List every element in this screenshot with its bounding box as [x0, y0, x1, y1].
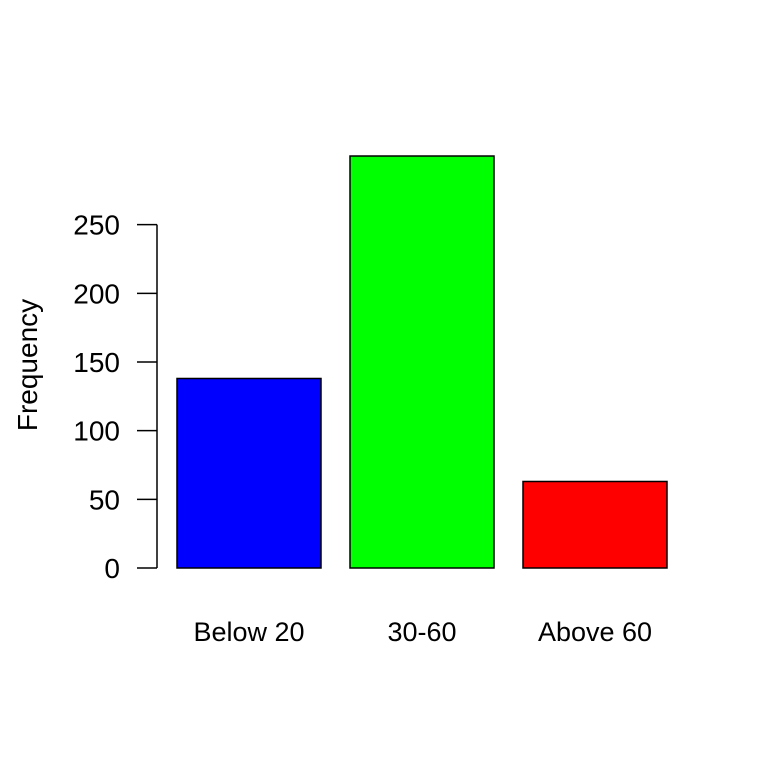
y-tick-label: 0	[104, 553, 120, 584]
x-tick-label: Above 60	[538, 617, 652, 647]
y-axis: 0 50 100 150 200 250	[73, 210, 158, 584]
y-tick-label: 150	[73, 347, 120, 378]
bar-30-60	[349, 155, 495, 569]
y-tick-label: 50	[89, 484, 120, 515]
x-axis-labels: Below 20 30-60 Above 60	[193, 617, 652, 647]
y-tick-label: 250	[73, 210, 120, 241]
x-tick-label: Below 20	[193, 617, 304, 647]
plot-area	[176, 155, 668, 569]
y-tick-label: 100	[73, 416, 120, 447]
bar-above-60	[522, 480, 668, 569]
bar-below-20	[176, 377, 322, 569]
y-axis-title: Frequency	[12, 299, 43, 431]
y-tick-label: 200	[73, 278, 120, 309]
x-tick-label: 30-60	[387, 617, 456, 647]
